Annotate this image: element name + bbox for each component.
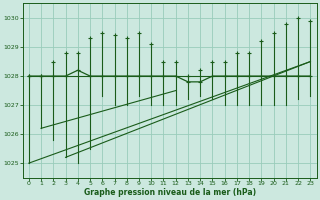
X-axis label: Graphe pression niveau de la mer (hPa): Graphe pression niveau de la mer (hPa) xyxy=(84,188,256,197)
